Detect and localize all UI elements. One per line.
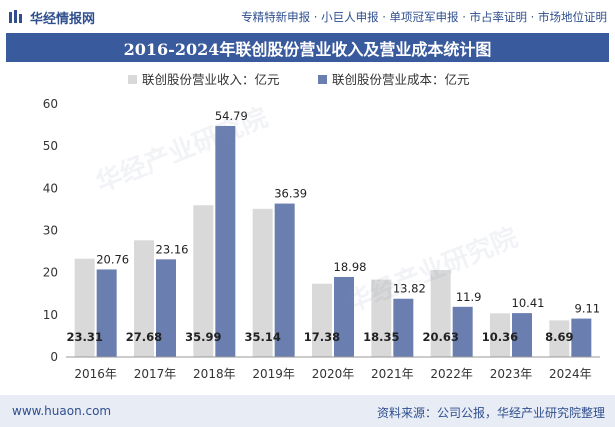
x-tick-label: 2021年 — [371, 367, 414, 381]
chart: 联创股份营业收入：亿元 联创股份营业成本：亿元 0 10 20 30 40 50 60 23.… — [43, 72, 600, 381]
cost-value-label: 9.11 — [575, 302, 601, 316]
y-tick-label: 20 — [43, 266, 58, 280]
cost-bar-7 — [452, 306, 473, 357]
revenue-value-label: 10.36 — [482, 330, 518, 344]
revenue-bar-7 — [430, 270, 451, 357]
revenue-bar-1 — [74, 258, 95, 357]
revenue-value-label: 18.35 — [363, 330, 399, 344]
cost-bar-8 — [512, 313, 532, 357]
cost-value-label: 18.98 — [334, 260, 367, 274]
y-tick-label: 30 — [43, 224, 58, 238]
cost-value-label: 23.16 — [156, 242, 189, 256]
cost-bar-4 — [274, 203, 295, 357]
cost-bar-9 — [571, 318, 592, 357]
service-tags[interactable]: 专精特新申报 · 小巨人申报 · 单项冠军申报 · 市占率证明 · 市场地位证明 — [241, 10, 607, 24]
x-tick-label: 2020年 — [312, 367, 355, 381]
revenue-bar-2 — [134, 240, 154, 357]
legend: 联创股份营业收入：亿元 联创股份营业成本：亿元 — [128, 72, 470, 87]
logo-text: 华经情报网 — [30, 11, 96, 27]
cost-value-label: 10.41 — [512, 296, 545, 310]
legend-label-1: 联创股份营业收入：亿元 — [142, 72, 280, 87]
x-tick-label: 2017年 — [134, 367, 177, 381]
revenue-value-label: 27.68 — [126, 330, 162, 344]
logo-icon — [9, 10, 22, 23]
website-link[interactable]: www.huaon.com — [12, 404, 112, 418]
footer: www.huaon.com 资料来源：公司公报，华经产业研究院整理 — [0, 395, 615, 427]
x-tick-label: 2022年 — [430, 367, 473, 381]
bars — [74, 125, 592, 357]
revenue-bar-3 — [193, 205, 214, 357]
cost-value-label: 11.9 — [456, 290, 482, 304]
x-tick-label: 2016年 — [74, 367, 117, 381]
chart-title: 2016-2024年联创股份营业收入及营业成本统计图 — [6, 33, 609, 62]
cost-bar-3 — [215, 125, 236, 357]
revenue-value-label: 23.31 — [66, 330, 102, 344]
cost-bar-1 — [96, 269, 117, 357]
revenue-value-label: 20.63 — [422, 330, 458, 344]
y-tick-label: 40 — [43, 181, 58, 195]
value-labels: 23.31 20.76 27.68 23.16 35.99 54.79 35.14 36.39… — [66, 109, 600, 344]
x-tick-label: 2023年 — [490, 367, 533, 381]
cost-value-label: 54.79 — [215, 109, 248, 123]
cost-value-label: 13.82 — [393, 282, 426, 296]
cost-bar-2 — [156, 259, 176, 357]
y-tick-label: 50 — [43, 139, 58, 153]
legend-swatch-1 — [128, 75, 137, 84]
y-tick-label: 60 — [43, 97, 58, 111]
revenue-value-label: 17.38 — [304, 330, 340, 344]
source-note: 资料来源：公司公报，华经产业研究院整理 — [376, 406, 605, 420]
cost-bar-5 — [334, 276, 354, 357]
cost-value-label: 20.76 — [96, 252, 129, 266]
cost-value-label: 36.39 — [274, 187, 307, 201]
cost-bar-6 — [393, 298, 414, 357]
legend-label-2: 联创股份营业成本：亿元 — [332, 72, 470, 87]
y-tick-label: 10 — [43, 308, 58, 322]
revenue-bar-5 — [312, 283, 332, 357]
revenue-bar-4 — [252, 208, 273, 357]
revenue-bar-8 — [490, 313, 510, 357]
y-tick-label: 0 — [50, 350, 58, 364]
top-bar: 华经情报网 专精特新申报 · 小巨人申报 · 单项冠军申报 · 市占率证明 · … — [0, 0, 615, 33]
revenue-value-label: 35.14 — [244, 330, 280, 344]
y-axis: 0 10 20 30 40 50 60 — [43, 97, 58, 364]
x-tick-label: 2018年 — [193, 367, 236, 381]
logo[interactable]: 华经情报网 — [8, 7, 95, 27]
revenue-bar-6 — [371, 279, 392, 357]
x-tick-label: 2024年 — [549, 367, 592, 381]
legend-swatch-2 — [318, 75, 327, 84]
revenue-value-label: 35.99 — [185, 330, 221, 344]
x-tick-label: 2019年 — [252, 367, 295, 381]
revenue-bar-9 — [549, 320, 570, 357]
revenue-value-label: 8.69 — [545, 330, 573, 344]
x-axis: 2016年 2017年 2018年 2019年 2020年 2021年 2022年 2023年… — [66, 356, 600, 381]
